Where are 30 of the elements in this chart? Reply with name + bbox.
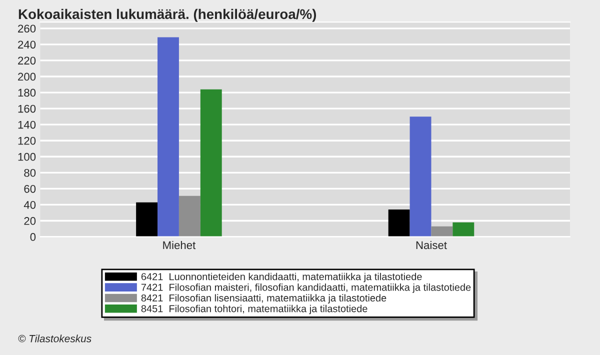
text: © Tilastokeskus	[18, 334, 92, 342]
bar	[431, 226, 453, 237]
y-tick-label: 200	[18, 72, 36, 81]
y-tick-label: 0	[30, 233, 36, 241]
y-tick-label: 180	[18, 88, 36, 97]
bar	[452, 222, 474, 237]
bar	[200, 89, 222, 237]
x-tick-label: Miehet	[163, 240, 196, 250]
legend-label: 7421 Filosofian maisteri, filosofian kandidaatti, matematiikka ja tilastotiede	[141, 284, 471, 293]
y-tick-label: 220	[18, 56, 36, 65]
y-tick-label: 80	[24, 168, 36, 177]
bar	[388, 210, 410, 237]
bar	[178, 196, 200, 237]
chart-title: Kokoaikaisten lukumäärä. (henkilöä/euroa/%)	[18, 8, 316, 22]
y-tick-label: 160	[18, 104, 36, 113]
legend-label: 8421 Filosofian lisensiaatti, matematiikka ja tilastotiede	[141, 294, 386, 304]
y-tick-label: 100	[18, 152, 36, 161]
y-tick-label: 40	[24, 200, 36, 209]
legend-label: 6421 Luonnontieteiden kandidaatti, matematiikka ja tilastotiede	[141, 272, 422, 282]
y-tick-label: 140	[18, 120, 36, 129]
bar	[136, 202, 158, 237]
bar	[410, 116, 432, 237]
bar	[158, 37, 179, 237]
legend-label: 8451 Filosofian tohtori, matematiikka ja tilastotiede	[141, 304, 368, 314]
x-tick-label: Naiset	[416, 240, 447, 250]
y-tick-label: 240	[18, 40, 36, 49]
y-tick-label: 20	[24, 217, 36, 225]
y-tick-label: 60	[24, 184, 36, 193]
y-tick-label: 120	[18, 136, 36, 145]
y-tick-label: 260	[18, 24, 36, 33]
